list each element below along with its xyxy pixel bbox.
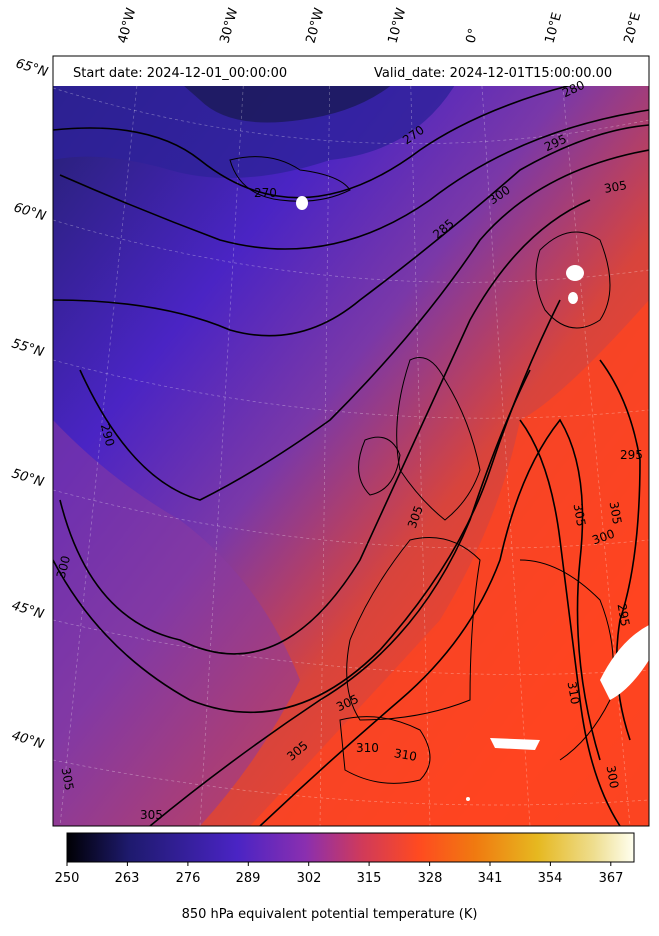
colorbar-tick: 263: [114, 871, 140, 886]
contour-label: 305: [140, 808, 163, 822]
colorbar-title: 850 hPa equivalent potential temperature…: [181, 907, 478, 922]
colorbar-tick: 276: [175, 871, 201, 886]
colorbar-tick: 328: [417, 871, 443, 886]
colorbar-tick: 302: [296, 871, 322, 886]
colorbar-tick: 367: [598, 871, 624, 886]
contour-label: 295: [620, 448, 643, 462]
map-field: [53, 56, 649, 826]
colorbar-tick: 341: [477, 871, 503, 886]
contour-label: 270: [254, 186, 277, 200]
colorbar-tick: 289: [235, 871, 261, 886]
colorbar-tick: 250: [54, 871, 80, 886]
start-date-label: Start date: 2024-12-01_00:00:00: [73, 66, 288, 81]
valid-date-label: Valid_date: 2024-12-01T15:00:00.00: [374, 66, 613, 81]
map-frame: [52, 55, 650, 827]
colorbar-tick: 315: [356, 871, 382, 886]
colorbar: [66, 832, 635, 863]
contour-lines: [53, 69, 649, 826]
colorbar-tick: 354: [537, 871, 563, 886]
contour-label: 310: [356, 741, 379, 755]
